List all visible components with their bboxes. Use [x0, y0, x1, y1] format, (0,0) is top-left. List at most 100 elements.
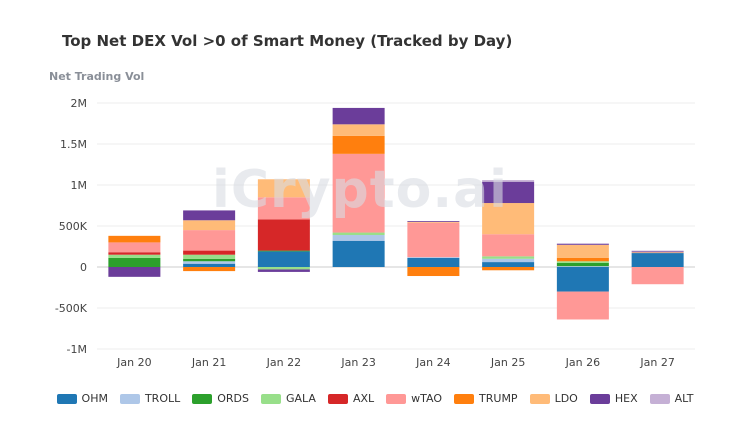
legend-item-axl[interactable]: AXL: [327, 392, 375, 405]
x-tick-label: Jan 26: [565, 356, 600, 369]
bar-segment-ldo-jan-23[interactable]: [332, 124, 385, 136]
bar-segment-trump-jan-21[interactable]: [183, 267, 236, 272]
bar-segment-alt-jan-26[interactable]: [556, 243, 609, 245]
bar-segment-ords-jan-21[interactable]: [183, 258, 236, 262]
y-tick-label: 500K: [59, 220, 88, 233]
legend-item-wtao[interactable]: wTAO: [386, 392, 442, 405]
bar-segment-trump-jan-23[interactable]: [332, 135, 385, 154]
legend-label: TRUMP: [479, 392, 518, 405]
legend-swatch: [327, 393, 348, 404]
legend-item-troll[interactable]: TROLL: [119, 392, 181, 405]
bar-segment-ohm-jan-21[interactable]: [183, 263, 236, 267]
bar-segment-wtao-jan-21[interactable]: [183, 230, 236, 251]
bar-segment-wtao-jan-24[interactable]: [407, 222, 460, 258]
bar-segment-wtao-jan-23[interactable]: [332, 153, 385, 233]
bar-segment-gala-jan-22[interactable]: [257, 267, 310, 270]
legend-item-hex[interactable]: HEX: [589, 392, 638, 405]
bar-segment-gala-jan-20[interactable]: [108, 254, 161, 258]
y-tick-label: -1M: [67, 343, 87, 356]
y-axis-label: Net Trading Vol: [49, 70, 145, 83]
bar-segment-ldo-jan-24[interactable]: [407, 221, 460, 223]
legend-swatch: [529, 393, 550, 404]
legend-label: LDO: [554, 392, 578, 405]
bar-segment-wtao-jan-26[interactable]: [556, 291, 609, 320]
legend-item-ohm[interactable]: OHM: [56, 392, 108, 405]
bar-segment-ohm-jan-24[interactable]: [407, 257, 460, 267]
bar-segment-troll-jan-21[interactable]: [183, 261, 236, 264]
bar-segment-ohm-jan-22[interactable]: [257, 251, 310, 267]
legend-label: ALT: [674, 392, 694, 405]
bar-segment-troll-jan-23[interactable]: [332, 235, 385, 241]
x-tick-label: Jan 23: [340, 356, 375, 369]
bar-segment-hex-jan-21[interactable]: [183, 210, 236, 221]
x-tick-label: Jan 27: [639, 356, 674, 369]
bar-segment-ohm-jan-25[interactable]: [482, 262, 535, 267]
bar-segment-ords-jan-20[interactable]: [108, 257, 161, 267]
legend-swatch: [56, 393, 77, 404]
legend-item-alt[interactable]: ALT: [649, 392, 694, 405]
bar-segment-ords-jan-22[interactable]: [257, 250, 310, 252]
bar-segment-ohm-jan-26[interactable]: [556, 267, 609, 292]
legend-swatch: [649, 393, 670, 404]
bar-segment-hex-jan-24[interactable]: [407, 221, 460, 222]
bar-segment-trump-jan-24[interactable]: [407, 267, 460, 277]
bar-segment-wtao-jan-27[interactable]: [631, 267, 684, 285]
bar-segment-ohm-jan-27[interactable]: [631, 253, 684, 267]
bar-segment-gala-jan-21[interactable]: [183, 254, 236, 259]
bar-segment-alt-jan-25[interactable]: [482, 180, 535, 182]
bar-segment-ldo-jan-25[interactable]: [482, 203, 535, 235]
legend-item-ldo[interactable]: LDO: [529, 392, 578, 405]
bar-segment-wtao-jan-25[interactable]: [482, 234, 535, 257]
legend-item-trump[interactable]: TRUMP: [454, 392, 518, 405]
grid-lines: [97, 102, 695, 350]
bar-segment-axl-jan-22[interactable]: [257, 219, 310, 251]
bar-segment-trump-jan-26[interactable]: [556, 257, 609, 262]
legend-swatch: [261, 393, 281, 404]
bar-segment-troll-jan-25[interactable]: [482, 258, 535, 263]
bar-segment-ldo-jan-22[interactable]: [257, 179, 310, 198]
bar-segment-gala-jan-26[interactable]: [556, 261, 609, 263]
bar-segment-hex-jan-26[interactable]: [556, 244, 609, 245]
bar-segment-ldo-jan-26[interactable]: [556, 244, 609, 258]
bar-segment-axl-jan-20[interactable]: [108, 252, 161, 255]
bar-segment-ords-jan-26[interactable]: [556, 262, 609, 267]
bar-segment-hex-jan-22[interactable]: [257, 269, 310, 272]
legend-swatch: [454, 393, 475, 404]
bar-segment-wtao-jan-20[interactable]: [108, 242, 161, 253]
x-tick-labels: Jan 20 Jan 21 Jan 22 Jan 23 Jan 24 Jan 25 Jan …: [116, 356, 675, 369]
legend-label: GALA: [286, 392, 316, 405]
bar-segment-ldo-jan-27[interactable]: [631, 252, 684, 254]
y-tick-label: 1M: [71, 179, 88, 192]
bars[interactable]: [108, 107, 684, 320]
bar-segment-hex-jan-27[interactable]: [631, 251, 684, 253]
bar-segment-trump-jan-25[interactable]: [482, 267, 535, 271]
legend-item-gala[interactable]: GALA: [261, 392, 316, 405]
legend-label: AXL: [352, 392, 375, 405]
bar-segment-trump-jan-20[interactable]: [108, 235, 161, 243]
legend-label: wTAO: [411, 392, 443, 405]
bar-segment-hex-jan-20[interactable]: [108, 267, 161, 277]
bar-segment-troll-jan-24[interactable]: [407, 257, 460, 258]
bar-segment-hex-jan-23[interactable]: [332, 107, 385, 125]
bar-segment-axl-jan-21[interactable]: [183, 250, 236, 255]
x-tick-label: Jan 21: [191, 356, 226, 369]
bar-segment-alt-jan-27[interactable]: [631, 250, 684, 252]
legend-label: HEX: [614, 392, 638, 405]
y-tick-label: -500K: [55, 302, 88, 315]
legend-item-ords[interactable]: ORDS: [192, 392, 249, 405]
bar-segment-ohm-jan-23[interactable]: [332, 240, 385, 267]
bar-segment-gala-jan-25[interactable]: [482, 256, 535, 259]
bar-segment-hex-jan-25[interactable]: [482, 181, 535, 204]
legend-label: OHM: [81, 392, 108, 405]
bar-segment-wtao-jan-22[interactable]: [257, 197, 310, 220]
legend-swatch: [192, 393, 213, 404]
bar-segment-troll-jan-26[interactable]: [556, 266, 609, 267]
bar-segment-ldo-jan-21[interactable]: [183, 220, 236, 231]
legend-swatch: [119, 393, 140, 404]
legend-label: TROLL: [144, 392, 181, 405]
y-tick-label: 2M: [71, 97, 88, 110]
bar-segment-gala-jan-23[interactable]: [332, 232, 385, 236]
y-tick-label: 0: [80, 261, 87, 274]
legend-label: ORDS: [217, 392, 249, 405]
